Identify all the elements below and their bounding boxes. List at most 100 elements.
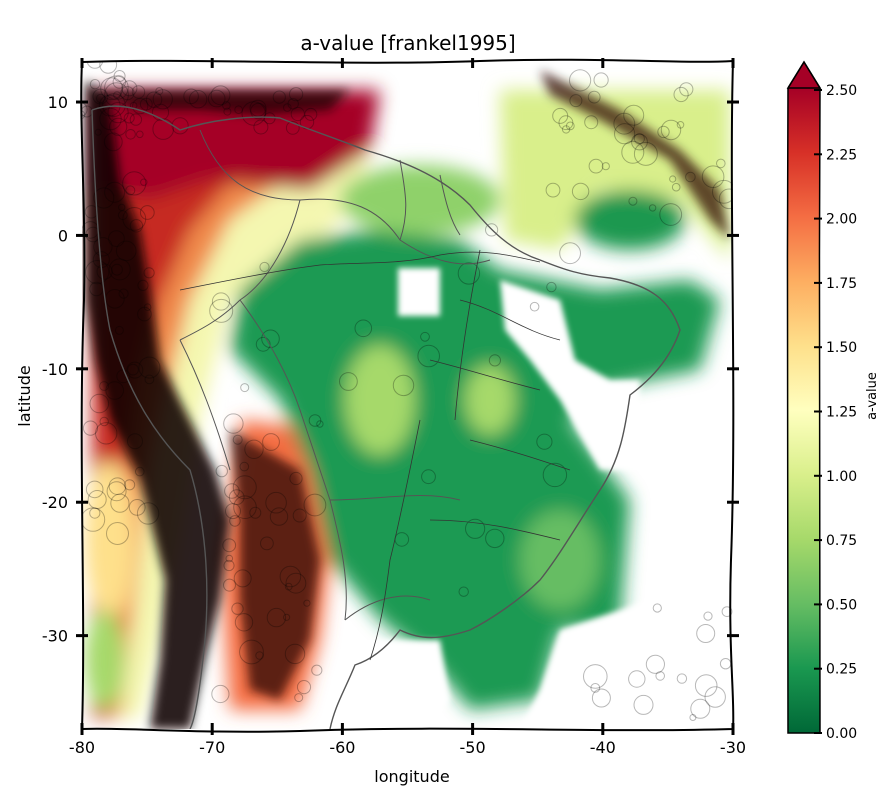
earthquake-marker	[648, 204, 657, 212]
earthquake-marker	[279, 565, 302, 588]
x-tick-label: -50	[460, 738, 486, 757]
colorbar-tick-label: 2.50	[826, 83, 857, 99]
y-tick-label: -10	[42, 360, 68, 379]
earthquake-marker	[569, 69, 592, 92]
earthquake-marker	[137, 279, 149, 291]
earthquake-marker	[249, 99, 267, 117]
earthquake-marker	[552, 107, 569, 124]
earthquake-marker	[561, 125, 571, 134]
earthquake-marker	[339, 372, 358, 391]
earthquake-marker	[261, 329, 280, 349]
earthquake-marker	[703, 611, 713, 621]
earthquake-marker	[152, 89, 173, 110]
earthquake-marker	[673, 86, 689, 103]
earthquake-marker	[265, 491, 287, 514]
earthquake-marker	[103, 132, 123, 152]
earthquake-marker	[126, 361, 144, 379]
earthquake-marker	[104, 181, 126, 203]
earthquake-marker	[132, 98, 149, 115]
colorbar: 0.00 0.25 0.50 0.75 1.00 1.25 1.50 1.75 2.00 2.25…	[786, 60, 880, 742]
earthquake-marker	[223, 578, 236, 592]
earthquake-marker	[285, 572, 307, 594]
earthquake-marker	[121, 80, 138, 97]
earthquake-marker	[284, 643, 306, 665]
country-borders	[179, 129, 491, 621]
earthquake-marker	[583, 664, 608, 689]
earthquake-marker	[623, 104, 645, 126]
earthquake-marker	[137, 306, 152, 322]
earthquake-marker	[108, 258, 131, 281]
earthquake-marker	[232, 434, 243, 445]
amazon-river	[179, 251, 541, 291]
earthquake-marker	[304, 107, 318, 121]
earthquake-marker	[87, 490, 107, 509]
earthquake-marker	[211, 292, 231, 311]
earthquake-marker	[139, 97, 153, 111]
earthquake-marker	[289, 87, 304, 102]
earthquake-marker	[240, 383, 250, 393]
earthquake-marker	[233, 569, 252, 588]
earthquake-marker	[659, 203, 683, 226]
earthquake-marker	[86, 62, 104, 69]
no-data-uruguay	[330, 640, 450, 729]
earthquake-marker	[253, 119, 269, 135]
earthquake-marker	[215, 464, 229, 478]
quake-density-antilles	[540, 70, 730, 240]
heat-lime-northeast	[430, 90, 730, 260]
earthquake-marker	[239, 639, 264, 665]
quake-density-caribbean	[86, 90, 350, 115]
earthquake-marker	[269, 507, 289, 526]
earthquake-marker	[209, 298, 234, 323]
earthquake-marker	[222, 101, 231, 110]
earthquake-marker	[633, 141, 658, 166]
earthquake-marker	[645, 654, 666, 674]
earthquake-marker	[155, 87, 164, 96]
earthquake-marker	[136, 130, 144, 139]
earthquake-marker	[559, 242, 581, 265]
quake-density-andes	[86, 80, 230, 729]
earthquake-marker	[125, 185, 136, 196]
earthquake-marker	[138, 356, 161, 379]
earthquake-marker	[183, 88, 199, 105]
earthquake-marker	[108, 230, 125, 248]
earthquake-marker	[457, 262, 481, 285]
earthquake-marker	[718, 188, 733, 210]
earthquake-marker	[99, 62, 118, 74]
earthquake-marker	[676, 673, 688, 684]
earthquake-marker	[679, 82, 694, 97]
earthquake-marker	[122, 171, 147, 196]
earthquake-marker	[140, 178, 148, 186]
earthquake-marker	[228, 489, 245, 506]
earthquake-marker	[292, 508, 307, 523]
earthquake-marker	[99, 107, 122, 131]
earthquake-marker	[287, 98, 299, 110]
heat-darkred-north	[92, 90, 380, 200]
earthquake-marker	[633, 133, 645, 145]
earthquake-marker	[115, 240, 137, 262]
earthquake-marker	[417, 344, 441, 368]
earthquake-marker	[601, 162, 610, 171]
heat-green-interior	[230, 230, 720, 710]
earthquake-marker	[207, 89, 226, 108]
y-axis-label: latitude	[15, 365, 34, 426]
earthquake-marker	[129, 113, 143, 126]
coastline	[91, 105, 681, 729]
earthquake-marker	[613, 112, 636, 135]
earthquake-marker	[588, 158, 604, 174]
earthquake-marker	[127, 363, 139, 376]
colorbar-tick-label: 0.75	[826, 533, 857, 549]
earthquake-marker	[284, 582, 293, 591]
earthquake-marker	[614, 123, 636, 145]
earthquake-marker	[569, 94, 583, 108]
earthquake-marker	[696, 624, 716, 643]
earthquake-marker	[260, 536, 274, 551]
colorbar-tick-label: 0.50	[826, 597, 857, 613]
earthquake-marker	[536, 433, 553, 450]
earthquake-marker	[85, 480, 104, 499]
earthquake-marker	[110, 493, 130, 513]
earthquake-marker	[152, 118, 174, 140]
earthquake-marker	[223, 559, 235, 572]
earthquake-marker	[542, 462, 568, 488]
earthquake-marker	[96, 93, 106, 104]
